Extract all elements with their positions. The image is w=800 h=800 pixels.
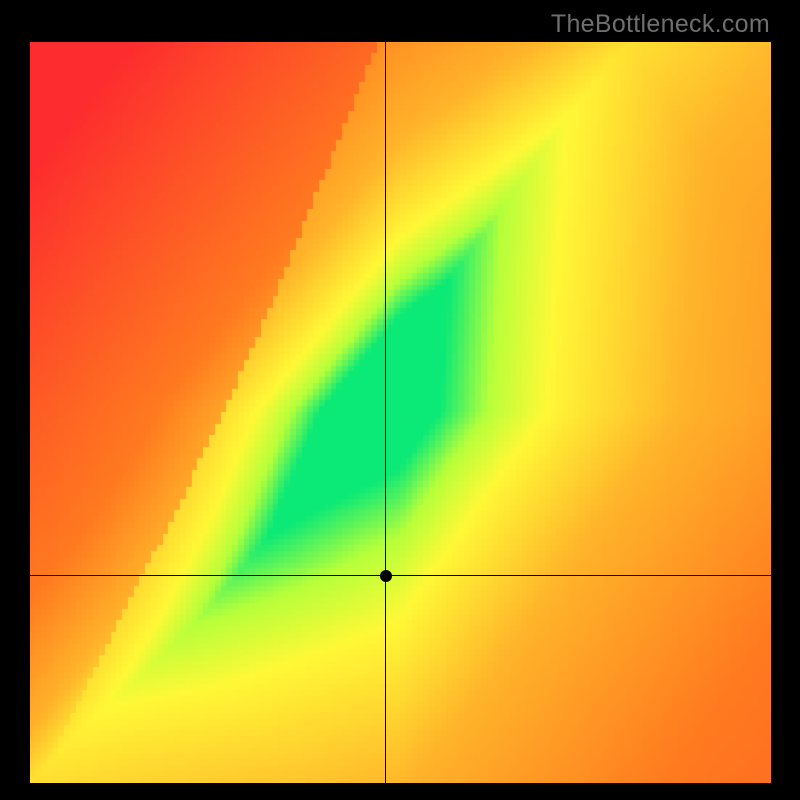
crosshair-horizontal — [30, 575, 771, 576]
crosshair-dot — [380, 570, 392, 582]
watermark-text: TheBottleneck.com — [551, 10, 770, 39]
crosshair-vertical — [385, 42, 386, 783]
bottleneck-heatmap — [30, 42, 771, 783]
chart-container: TheBottleneck.com — [0, 0, 800, 800]
